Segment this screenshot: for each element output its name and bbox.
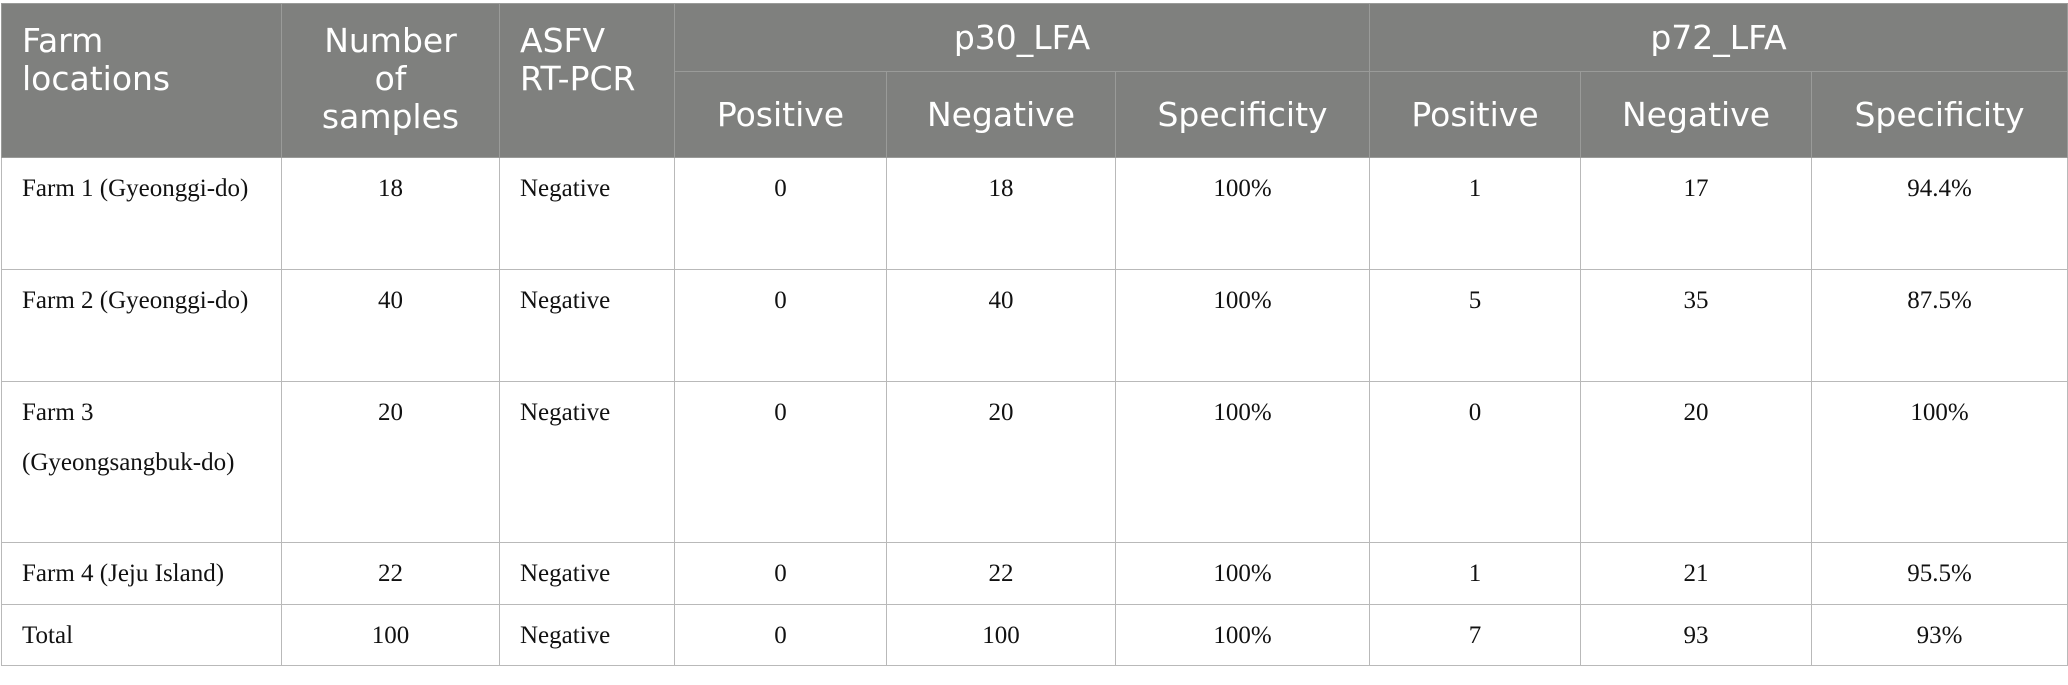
p72-specificity-cell: 93%: [1811, 604, 2068, 666]
header-p72-lfa: p72_LFA: [1369, 3, 2068, 72]
asfv-cell: Negative: [499, 542, 675, 605]
farm-cell: Farm 4 (Jeju Island): [1, 542, 282, 605]
header-row-1: Farm locations Number of samples ASFV RT…: [1, 3, 2068, 158]
table-row: Farm 4 (Jeju Island) 22 Negative 0 22 10…: [1, 542, 2068, 605]
p72-positive-cell: 1: [1369, 542, 1582, 605]
p30-specificity-cell: 100%: [1114, 604, 1371, 666]
p72-specificity-cell: 100%: [1811, 381, 2068, 543]
p30-specificity-cell: 100%: [1114, 157, 1371, 270]
p30-negative-cell: 100: [886, 604, 1116, 666]
p72-positive-cell: 5: [1369, 269, 1582, 382]
table-row: Farm 3 (Gyeongsangbuk-do) 20 Negative 0 …: [1, 381, 2068, 543]
asfv-cell: Negative: [499, 381, 675, 543]
p72-specificity-cell: 95.5%: [1811, 542, 2068, 605]
p72-specificity-cell: 87.5%: [1811, 269, 2068, 382]
header-p30-positive: Positive: [674, 71, 887, 158]
farm-cell: Farm 1 (Gyeonggi-do): [1, 157, 282, 270]
p30-specificity-cell: 100%: [1114, 542, 1371, 605]
results-table: Farm locations Number of samples ASFV RT…: [1, 3, 2068, 666]
table-row-total: Total 100 Negative 0 100 100% 7 93 93%: [1, 604, 2068, 666]
table-row: Farm 2 (Gyeonggi-do) 40 Negative 0 40 10…: [1, 269, 2068, 382]
header-p72-specificity: Specificity: [1811, 71, 2068, 158]
p30-positive-cell: 0: [674, 157, 887, 270]
asfv-cell: Negative: [499, 157, 675, 270]
p72-positive-cell: 0: [1369, 381, 1582, 543]
header-p72-positive: Positive: [1369, 71, 1582, 158]
farm-cell: Farm 2 (Gyeonggi-do): [1, 269, 282, 382]
p72-specificity-cell: 94.4%: [1811, 157, 2068, 270]
p30-negative-cell: 22: [886, 542, 1116, 605]
samples-cell: 40: [281, 269, 500, 382]
samples-cell: 20: [281, 381, 500, 543]
asfv-cell: Negative: [499, 269, 675, 382]
farm-cell: Total: [1, 604, 282, 666]
p72-negative-cell: 93: [1580, 604, 1813, 666]
header-farm-locations: Farm locations: [1, 3, 282, 158]
header-row-2: Positive Negative Specificity Positive N…: [2, 71, 2068, 158]
header-p30-specificity: Specificity: [1114, 71, 1371, 158]
p30-specificity-cell: 100%: [1114, 381, 1371, 543]
samples-cell: 22: [281, 542, 500, 605]
p30-positive-cell: 0: [674, 604, 887, 666]
p30-positive-cell: 0: [674, 542, 887, 605]
header-p30-lfa: p30_LFA: [673, 3, 1371, 72]
p72-negative-cell: 21: [1580, 542, 1813, 605]
asfv-cell: Negative: [499, 604, 675, 666]
header-p30-negative: Negative: [886, 71, 1116, 158]
p30-negative-cell: 40: [886, 269, 1116, 382]
p30-negative-cell: 18: [886, 157, 1116, 270]
p72-positive-cell: 1: [1369, 157, 1582, 270]
header-number-of-samples: Number of samples: [281, 3, 500, 158]
header-asfv-rt-pcr: ASFV RT-PCR: [499, 3, 675, 158]
p72-negative-cell: 17: [1580, 157, 1813, 270]
samples-cell: 100: [281, 604, 500, 666]
p30-positive-cell: 0: [674, 269, 887, 382]
farm-cell: Farm 3 (Gyeongsangbuk-do): [1, 381, 282, 543]
p72-negative-cell: 20: [1580, 381, 1813, 543]
p72-negative-cell: 35: [1580, 269, 1813, 382]
p30-negative-cell: 20: [886, 381, 1116, 543]
table-row: Farm 1 (Gyeonggi-do) 18 Negative 0 18 10…: [1, 157, 2068, 270]
samples-cell: 18: [281, 157, 500, 270]
p72-positive-cell: 7: [1369, 604, 1582, 666]
p30-specificity-cell: 100%: [1114, 269, 1371, 382]
p30-positive-cell: 0: [674, 381, 887, 543]
header-p72-negative: Negative: [1580, 71, 1813, 158]
